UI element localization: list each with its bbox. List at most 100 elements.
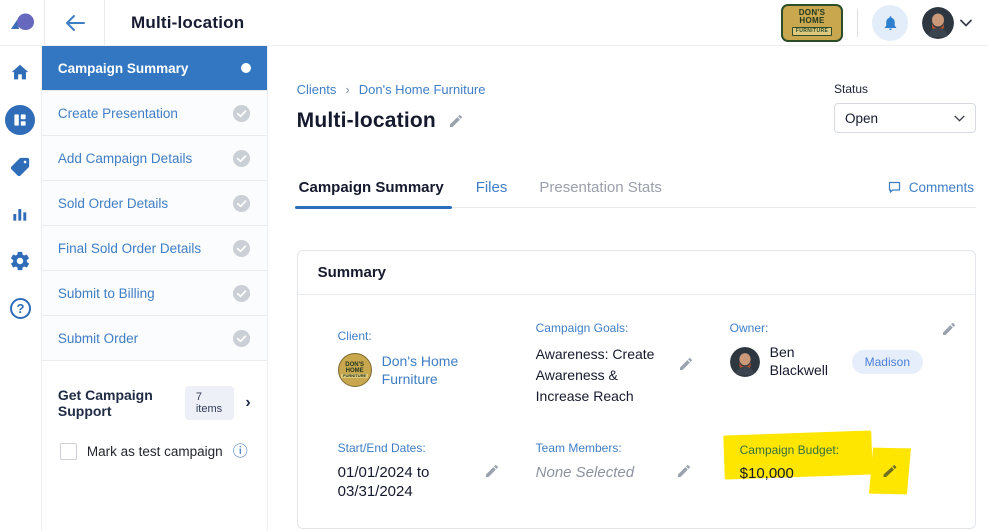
sidebar-item-submit-order[interactable]: Submit Order <box>41 316 267 361</box>
support-count-badge: 7 items <box>184 386 235 420</box>
nav-reports[interactable] <box>5 199 35 229</box>
title-row: Multi-location <box>297 109 976 133</box>
test-campaign-row: Mark as test campaign ⓘ <box>42 443 267 460</box>
tag-icon <box>11 157 30 177</box>
support-label: Get Campaign Support <box>57 387 153 419</box>
check-circle-icon <box>232 284 250 302</box>
budget-block: Campaign Budget: $10,000 <box>722 430 873 484</box>
client-value-row: DON'S HOME FURNITURE Don's Home Furnitur… <box>337 352 536 388</box>
get-campaign-support[interactable]: Get Campaign Support 7 items › <box>42 386 267 420</box>
sidebar-item-label: Sold Order Details <box>57 195 169 211</box>
owner-avatar <box>729 346 760 377</box>
user-menu[interactable] <box>922 6 972 39</box>
workflow-sidebar: Campaign Summary Create Presentation Add… <box>41 46 268 531</box>
summary-card: Summary Client: DON'S HOME FURNITURE Don… <box>296 250 976 529</box>
status-value: Open <box>845 110 879 126</box>
dates-label: Start/End Dates: <box>337 441 426 455</box>
comments-label: Comments <box>908 180 974 195</box>
breadcrumb-clients[interactable]: Clients <box>296 82 337 97</box>
sidebar-item-campaign-summary[interactable]: Campaign Summary <box>41 46 267 91</box>
nav-home[interactable] <box>5 58 35 88</box>
home-icon <box>12 64 29 80</box>
page-title: Multi-location <box>296 109 436 132</box>
field-dates: Start/End Dates: 01/01/2024 to 03/31/202… <box>338 441 536 502</box>
test-campaign-checkbox[interactable] <box>59 443 77 460</box>
nav-dashboard[interactable] <box>5 105 36 135</box>
sidebar-item-add-campaign-details[interactable]: Add Campaign Details <box>41 136 267 181</box>
sidebar-item-submit-to-billing[interactable]: Submit to Billing <box>41 271 267 316</box>
sidebar-item-label: Create Presentation <box>57 105 178 121</box>
body-row: ? Campaign Summary Create Presentation A… <box>0 46 988 531</box>
owner-name: Ben Blackwell <box>769 344 828 378</box>
owner-office-badge: Madison <box>851 349 923 374</box>
app-logo[interactable] <box>0 0 45 45</box>
brand-line3: FURNITURE <box>791 27 833 36</box>
app-logo-icon <box>10 13 34 30</box>
goals-label: Campaign Goals: <box>535 321 629 335</box>
edit-goals-icon[interactable] <box>678 356 694 372</box>
breadcrumb: Clients › Don's Home Furniture <box>297 82 976 97</box>
sidebar-item-label: Final Sold Order Details <box>57 240 202 256</box>
check-circle-icon <box>232 194 250 212</box>
bar-chart-icon <box>13 209 27 221</box>
tab-files[interactable]: Files <box>475 179 508 196</box>
summary-card-body: Client: DON'S HOME FURNITURE Don's Home … <box>298 295 975 528</box>
top-bar: Multi-location DON'S HOME FURNITURE <box>0 0 988 46</box>
bell-icon <box>884 15 896 30</box>
sidebar-item-sold-order-details[interactable]: Sold Order Details <box>41 181 267 226</box>
edit-team-icon[interactable] <box>676 463 692 479</box>
tab-campaign-summary[interactable]: Campaign Summary <box>294 173 452 209</box>
edit-dates-icon[interactable] <box>484 463 500 479</box>
field-campaign-goals: Campaign Goals: Awareness: Create Awaren… <box>536 321 730 407</box>
nav-settings[interactable] <box>5 246 35 276</box>
budget-value: $10,000 <box>739 465 794 482</box>
sidebar-item-label: Campaign Summary <box>57 60 189 76</box>
edit-budget-icon <box>883 465 897 478</box>
client-name-link[interactable]: Don's Home Furniture <box>381 353 459 388</box>
goals-block: Campaign Goals: Awareness: Create Awaren… <box>536 321 664 407</box>
field-client: Client: DON'S HOME FURNITURE Don's Home … <box>337 321 536 407</box>
info-icon[interactable]: ⓘ <box>232 443 248 460</box>
nav-tags[interactable] <box>5 152 35 182</box>
notifications-button[interactable] <box>872 4 908 41</box>
client-logo[interactable]: DON'S HOME FURNITURE <box>337 353 372 388</box>
edit-owner-icon[interactable] <box>941 321 957 337</box>
chevron-right-icon: › <box>245 394 251 411</box>
goals-value: Awareness: Create Awareness & Increase R… <box>535 346 655 404</box>
dashboard-icon <box>14 114 27 126</box>
team-block: Team Members: None Selected <box>536 441 634 481</box>
check-circle-icon <box>232 104 250 122</box>
client-logo-text2: HOME <box>345 368 364 375</box>
client-logo-text1: DON'S <box>345 362 365 369</box>
comments-button[interactable]: Comments <box>887 180 974 207</box>
check-circle-icon <box>232 239 250 257</box>
edit-title-icon[interactable] <box>448 113 464 129</box>
gear-icon <box>11 251 30 271</box>
edit-budget-highlighted[interactable] <box>869 447 912 495</box>
window-title: Multi-location <box>131 12 245 32</box>
breadcrumb-client-name[interactable]: Don's Home Furniture <box>358 82 486 97</box>
tab-presentation-stats[interactable]: Presentation Stats <box>539 179 662 196</box>
field-owner: Owner: Ben Blackwell Madison <box>729 321 957 407</box>
dates-value: 01/01/2024 to 03/31/2024 <box>337 464 430 500</box>
owner-label: Owner: <box>729 321 769 335</box>
sidebar-item-label: Submit to Billing <box>57 285 155 301</box>
client-label: Client: <box>337 329 372 343</box>
sidebar-item-create-presentation[interactable]: Create Presentation <box>41 91 267 136</box>
status-select[interactable]: Open <box>834 103 976 133</box>
sidebar-item-label: Submit Order <box>57 330 139 346</box>
brand-line2: HOME <box>799 16 825 25</box>
team-label: Team Members: <box>535 441 622 455</box>
nav-help[interactable]: ? <box>5 293 35 323</box>
status-label: Status <box>834 82 869 96</box>
sidebar-item-final-sold-order-details[interactable]: Final Sold Order Details <box>41 226 267 271</box>
team-value: None Selected <box>535 464 635 481</box>
chevron-down-icon <box>954 115 965 122</box>
client-brand-logo[interactable]: DON'S HOME FURNITURE <box>781 3 843 42</box>
back-button[interactable] <box>45 0 105 45</box>
status-section: Status Open <box>834 82 976 133</box>
check-circle-icon <box>232 149 250 167</box>
chevron-down-icon <box>960 19 972 27</box>
check-circle-icon <box>232 329 250 347</box>
